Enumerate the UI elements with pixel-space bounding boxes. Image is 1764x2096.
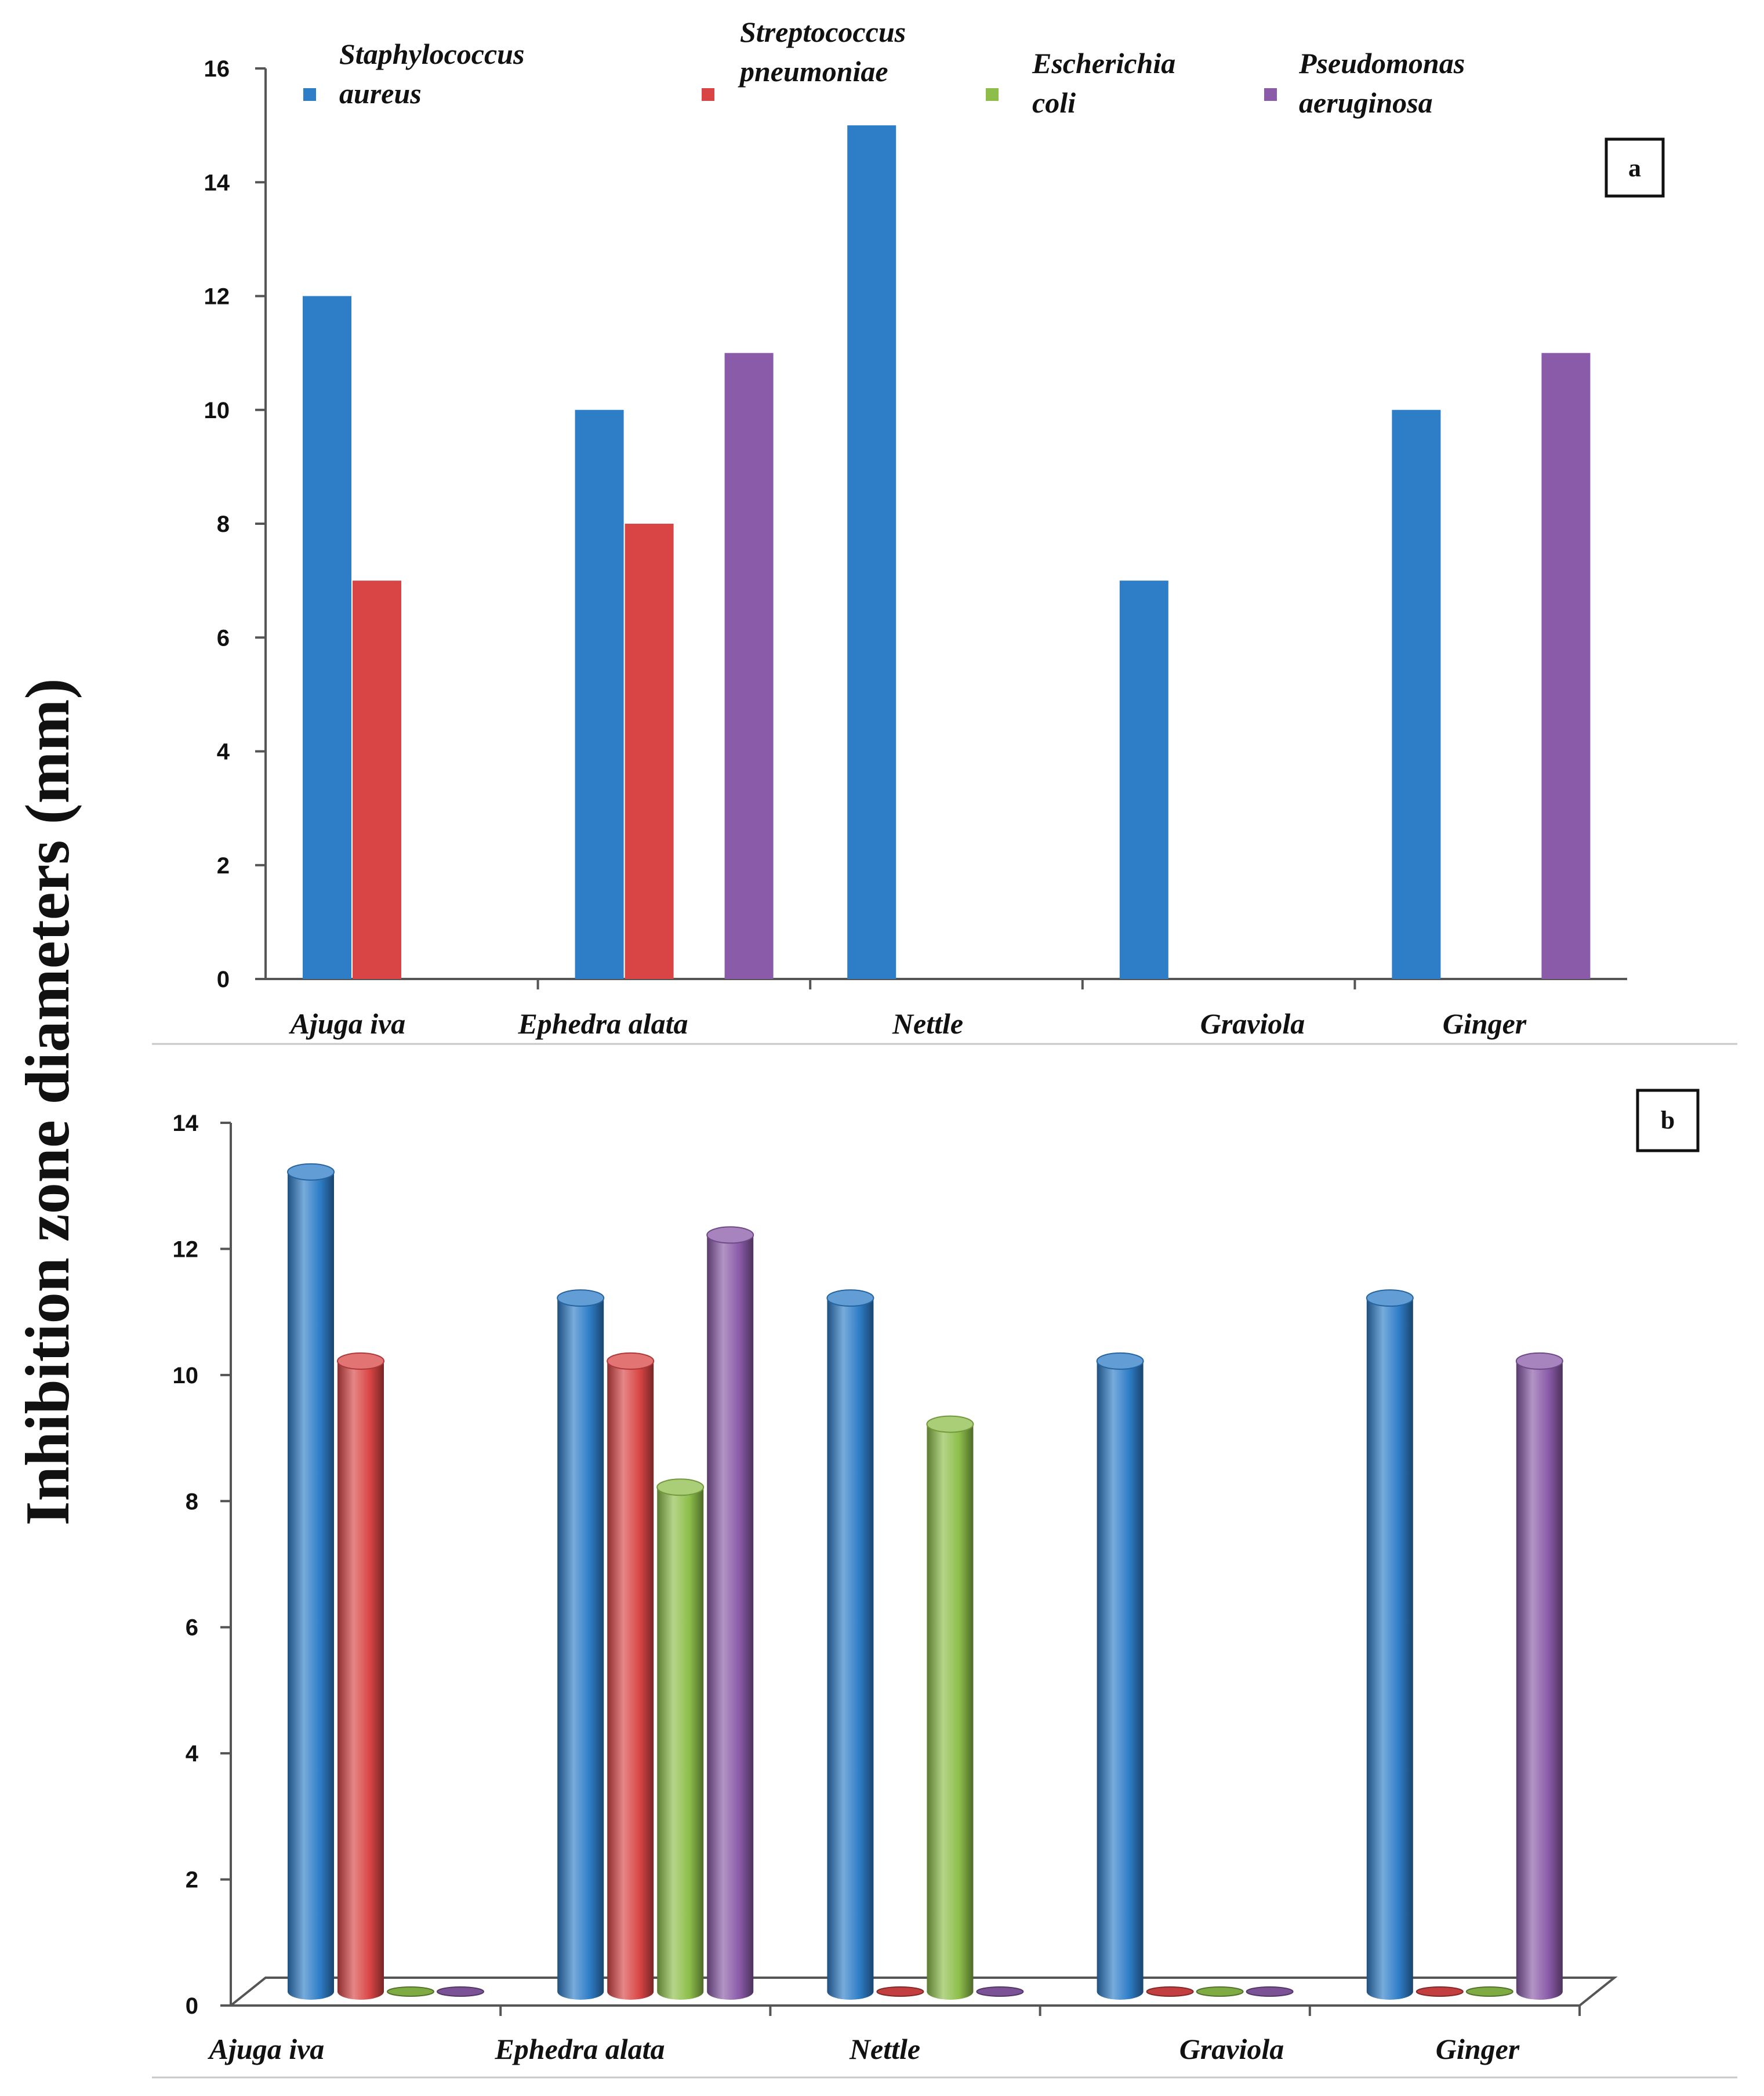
- panel-b-label-box: b: [1636, 1089, 1700, 1152]
- panel-b-y-tick-label: 4: [186, 1741, 199, 1767]
- panel-a-y-tick-label: 6: [217, 625, 230, 651]
- panel-b-y-tick-label: 0: [186, 1993, 198, 2019]
- legend-swatch: [303, 88, 316, 101]
- legend-label: aureus: [339, 77, 422, 110]
- panel-a-bar: [724, 353, 774, 979]
- panel-b-y-tick-label: 12: [173, 1236, 199, 1262]
- panel-a-y-tick-label: 0: [217, 967, 230, 992]
- panel-b-bar: [926, 1415, 974, 2000]
- legend-swatch: [986, 88, 999, 101]
- panel-a-bar: [1119, 581, 1168, 979]
- panel-b-bar: [387, 1986, 434, 1997]
- panel-a-category-label: Graviola: [1200, 1007, 1305, 1040]
- panel-b-bar: [607, 1352, 655, 2000]
- panel-a-bar: [1392, 409, 1441, 979]
- panel-a-bar: [303, 296, 351, 979]
- panel-a-category-label: Ajuga iva: [289, 1007, 406, 1040]
- chart-panel-a: 0 2 4 6 8 10 12 14 16 Ajuga iva Ephedra alata Nettl…: [204, 16, 1665, 1040]
- panel-a-bar: [353, 581, 401, 979]
- panel-b-bar: [826, 1289, 874, 2000]
- legend-label: Staphylococcus: [339, 38, 524, 70]
- panel-b-bar: [976, 1986, 1024, 1997]
- panel-b-bar: [1366, 1289, 1414, 2000]
- legend: Staphylococcus aureus Streptococcus pneumon…: [303, 16, 1465, 119]
- panel-b-bar: [1465, 1986, 1513, 1997]
- panel-b-bar: [557, 1289, 605, 2000]
- panel-b-bar: [656, 1478, 705, 2000]
- panel-a-y-tick-label: 4: [217, 739, 230, 765]
- panel-a-y-tick-label: 8: [217, 512, 230, 537]
- legend-label: Escherichia: [1032, 47, 1175, 79]
- legend-label: pneumoniae: [738, 55, 888, 88]
- panel-b-category-label: Graviola: [1179, 2033, 1284, 2065]
- panel-b-y-tick-label: 2: [186, 1867, 198, 1893]
- panel-a-label-box: a: [1605, 137, 1665, 198]
- legend-swatch: [1264, 88, 1277, 101]
- panel-a-label: a: [1628, 154, 1641, 182]
- panel-a-category-label: Ephedra alata: [517, 1007, 688, 1040]
- legend-label: Streptococcus: [740, 16, 906, 48]
- panel-b-bar: [1146, 1986, 1194, 1997]
- panel-a-bar: [1541, 353, 1591, 979]
- panel-a-bar: [847, 125, 896, 979]
- legend-label: coli: [1032, 86, 1076, 119]
- panel-a-y-tick-label: 12: [204, 284, 230, 310]
- panel-a-category-label: Ginger: [1443, 1007, 1527, 1040]
- panel-b-category-label: Ephedra alata: [494, 2033, 665, 2065]
- panel-b-category-label: Ginger: [1436, 2033, 1520, 2065]
- panel-a-y-tick-label: 10: [204, 398, 230, 423]
- panel-b-bar: [706, 1226, 754, 2000]
- panel-a-y-tick-label: 14: [204, 170, 230, 195]
- chart-panel-b: 0 2 4 6 8 10 12 14 Ajuga iva Ephedra alata Nettle G…: [173, 1089, 1700, 2065]
- panel-b-y-tick-label: 14: [173, 1111, 199, 1136]
- panel-a-y-tick-label: 2: [217, 853, 230, 879]
- panel-b-category-label: Nettle: [849, 2033, 920, 2065]
- panel-b-bar: [337, 1352, 384, 2000]
- panel-b-bar: [287, 1163, 335, 2000]
- panel-b-bar: [1196, 1986, 1244, 1997]
- panel-b-label: b: [1661, 1106, 1675, 1134]
- legend-label: Pseudomonas: [1298, 47, 1465, 79]
- panel-a-bar: [625, 524, 674, 979]
- panel-a-bars: [303, 125, 1591, 979]
- panel-b-bar: [437, 1986, 484, 1997]
- legend-swatch: [702, 88, 714, 101]
- panel-b-y-tick-label: 10: [173, 1363, 199, 1388]
- panel-b-bar: [1415, 1986, 1464, 1997]
- panel-a-axes: 0 2 4 6 8 10 12 14 16 Ajuga iva Ephedra alata Nettl…: [204, 56, 1627, 1040]
- panel-b-y-tick-label: 6: [186, 1615, 198, 1641]
- legend-label: aeruginosa: [1299, 86, 1433, 119]
- panel-a-bar: [575, 409, 624, 979]
- panel-b-category-label: Ajuga iva: [208, 2033, 325, 2065]
- panel-b-bar: [1515, 1352, 1563, 2000]
- y-axis-label: Inhibition zone diameters (mm): [13, 679, 82, 1526]
- panel-b-y-tick-label: 8: [186, 1489, 198, 1514]
- panel-a-y-tick-label: 16: [204, 56, 230, 82]
- panel-b-bar: [1096, 1352, 1144, 2000]
- panel-a-category-label: Nettle: [892, 1007, 963, 1040]
- panel-b-bar: [876, 1986, 924, 1997]
- panel-b-bar: [1246, 1986, 1294, 1997]
- panel-b-bars: [287, 1163, 1563, 2000]
